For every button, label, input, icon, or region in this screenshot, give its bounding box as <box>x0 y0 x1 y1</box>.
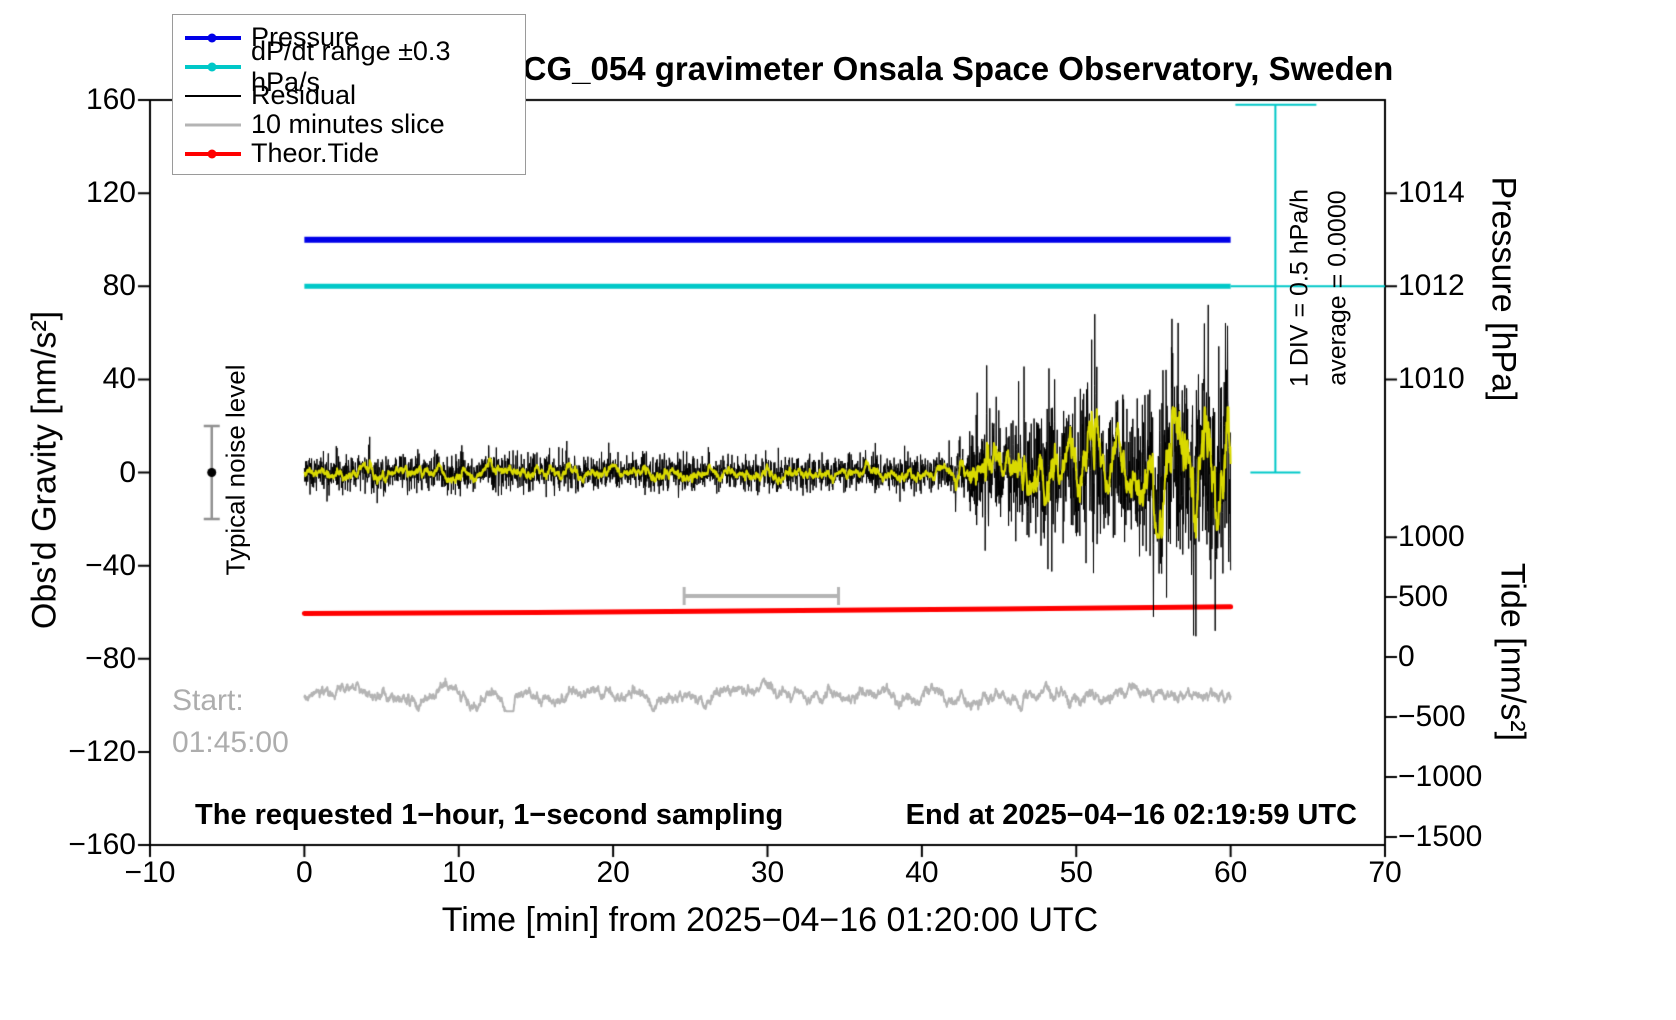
pressure-tick-label: 1014 <box>1398 176 1465 210</box>
legend-item-label: Theor.Tide <box>251 138 380 168</box>
gravity-tick-label: 40 <box>102 362 136 396</box>
legend-marker-dot <box>207 62 217 71</box>
legend-symbol <box>173 52 251 81</box>
start-label: Start: <box>172 684 244 717</box>
gravity-tick-label: 80 <box>102 269 136 303</box>
gravity-tick-label: −160 <box>68 828 136 861</box>
y-axis-label-pressure: Pressure [hPa] <box>1484 176 1523 402</box>
x-tick-label: 0 <box>296 856 313 889</box>
sampling-note: The requested 1−hour, 1−second sampling <box>195 799 784 831</box>
legend-symbol <box>173 139 251 168</box>
pressure-tick-label: 1010 <box>1398 362 1465 396</box>
x-tick-label: 40 <box>905 856 939 889</box>
x-axis-label: Time [min] from 2025−04−16 01:20:00 UTC <box>441 901 1099 939</box>
legend-item: Theor.Tide <box>173 138 525 168</box>
legend-symbol <box>173 23 251 52</box>
gravity-tick-label: 160 <box>85 83 136 116</box>
gravity-tick-label: 0 <box>119 455 136 489</box>
legend-item-label: 10 minutes slice <box>251 109 445 139</box>
legend-item: Residual <box>173 80 525 110</box>
x-tick-label: 10 <box>442 856 476 889</box>
average-label: average = 0.0000 <box>1323 190 1352 386</box>
page-title: SCG_054 gravimeter Onsala Space Observat… <box>500 50 1394 87</box>
tide-tick-label: −1500 <box>1398 820 1483 854</box>
legend-item: 10 minutes slice <box>173 109 525 139</box>
legend-marker-dot <box>207 149 217 158</box>
tide-tick-label: −1000 <box>1398 760 1483 794</box>
div-scale-label: 1 DIV = 0.5 hPa/h <box>1285 188 1314 388</box>
tide-tick-label: 1000 <box>1398 520 1465 554</box>
gravity-tick-label: −40 <box>85 548 136 582</box>
pressure-tick-label: 1012 <box>1398 269 1465 303</box>
legend-box: Pressure dP/dt range ±0.3 hPa/s Residual 10… <box>172 14 526 175</box>
legend-item-label: Pressure <box>251 22 360 52</box>
tide-tick-label: 0 <box>1398 640 1415 674</box>
gravity-tick-label: −120 <box>68 734 136 768</box>
typical-noise-level-label: Typical noise level <box>220 364 251 576</box>
x-tick-label: 60 <box>1213 856 1248 889</box>
x-tick-label: 50 <box>1059 856 1093 889</box>
legend-symbol <box>173 110 251 139</box>
start-time: 01:45:00 <box>172 726 289 759</box>
legend-item: Pressure <box>173 22 525 52</box>
y-axis-label-tide: Tide [nm/s²] <box>1493 562 1532 742</box>
gravity-tick-label: −80 <box>85 641 136 675</box>
legend-line-swatch <box>185 123 241 126</box>
legend-marker-dot <box>207 33 217 42</box>
gravity-tick-label: 120 <box>85 176 136 210</box>
legend-symbol <box>173 81 251 110</box>
legend-item-label: dP/dt range ±0.3 hPa/s <box>251 35 451 97</box>
tide-tick-label: −500 <box>1398 700 1466 734</box>
x-tick-label: 20 <box>596 856 630 889</box>
x-tick-label: −10 <box>124 856 176 889</box>
tide-tick-label: 500 <box>1398 580 1449 614</box>
end-time-note: End at 2025−04−16 02:19:59 UTC <box>905 799 1357 831</box>
legend-line-swatch <box>185 94 241 97</box>
x-tick-label: 70 <box>1368 856 1402 889</box>
legend-item: dP/dt range ±0.3 hPa/s <box>173 36 525 97</box>
legend-item-label: Residual <box>251 80 357 110</box>
x-tick-label: 30 <box>750 856 785 889</box>
